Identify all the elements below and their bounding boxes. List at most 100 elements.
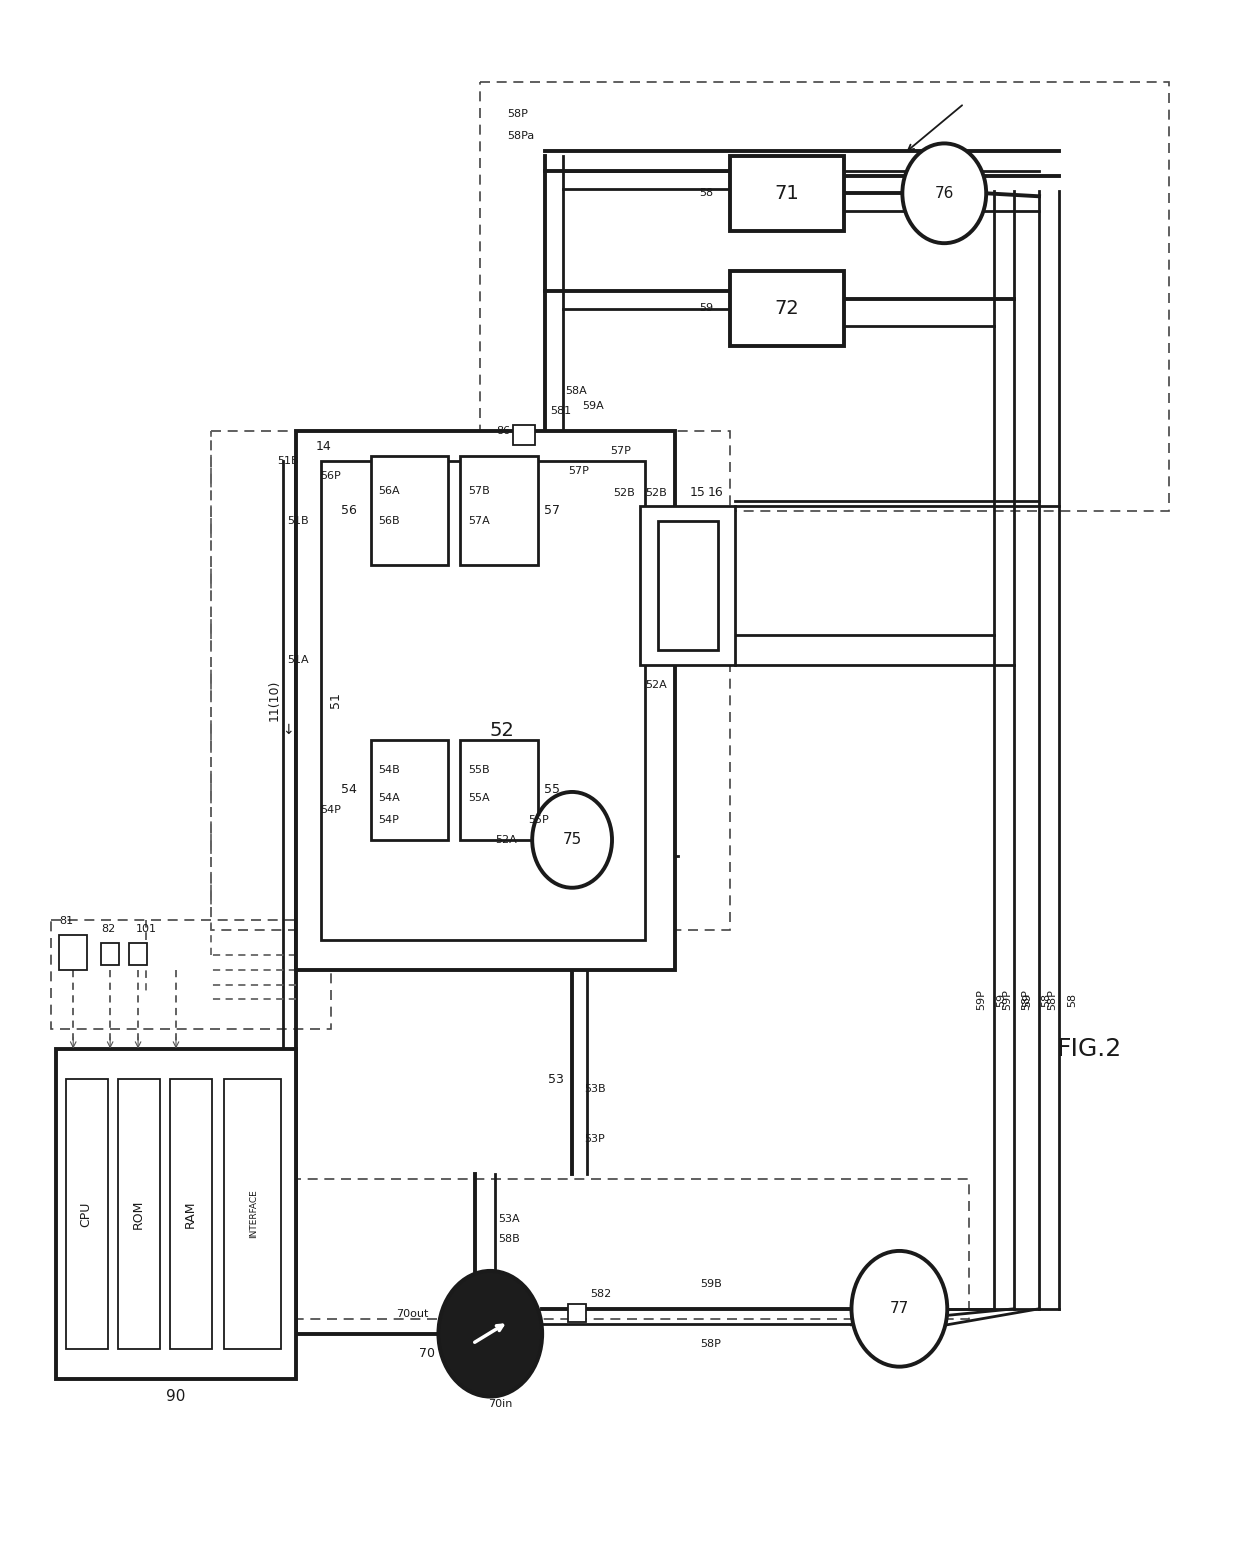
Text: 77: 77	[890, 1301, 909, 1316]
Text: 582: 582	[590, 1288, 611, 1299]
Text: ROM: ROM	[131, 1199, 145, 1228]
Text: 59P: 59P	[976, 989, 986, 1011]
Text: 52A: 52A	[645, 680, 667, 690]
Bar	[295, 430, 675, 969]
Text: 58Pa: 58Pa	[507, 131, 534, 142]
Text: 58P: 58P	[1047, 989, 1056, 1011]
Bar	[371, 455, 449, 565]
Bar	[460, 455, 538, 565]
Text: 57: 57	[544, 505, 560, 517]
Text: 52B: 52B	[614, 488, 635, 498]
Text: 54A: 54A	[378, 793, 401, 802]
Text: 56P: 56P	[320, 471, 341, 481]
Text: 70out: 70out	[396, 1308, 429, 1319]
Text: 55: 55	[544, 784, 560, 796]
Text: 71: 71	[774, 184, 799, 202]
Text: 59A: 59A	[582, 401, 604, 410]
Text: RAM: RAM	[184, 1200, 196, 1228]
Text: 51: 51	[329, 693, 342, 708]
Text: 59: 59	[1022, 992, 1032, 1006]
Text: 82: 82	[102, 924, 115, 934]
Text: 76: 76	[935, 185, 954, 201]
Text: 52B: 52B	[645, 488, 667, 498]
Text: 53B: 53B	[584, 1085, 605, 1094]
Text: 59P: 59P	[1002, 989, 1012, 1011]
Bar	[371, 741, 449, 839]
Text: 54B: 54B	[378, 765, 401, 775]
Text: 57P: 57P	[568, 466, 589, 475]
Bar	[170, 1079, 212, 1349]
Text: 59B: 59B	[699, 1279, 722, 1288]
Ellipse shape	[439, 1271, 542, 1396]
Text: 55A: 55A	[469, 793, 490, 802]
Text: 58A: 58A	[565, 386, 587, 397]
Text: FIG.2: FIG.2	[1056, 1037, 1121, 1062]
Bar	[66, 1079, 108, 1349]
Bar	[211, 430, 730, 929]
Bar	[730, 156, 844, 231]
Text: 53: 53	[548, 1072, 564, 1086]
Text: 51A: 51A	[288, 656, 309, 665]
Bar	[480, 82, 1169, 511]
Bar	[640, 506, 735, 665]
Text: 11(10): 11(10)	[268, 679, 280, 721]
Text: 58: 58	[1066, 992, 1078, 1006]
Text: 56A: 56A	[378, 486, 401, 495]
Text: 72: 72	[774, 298, 799, 318]
Text: 56: 56	[341, 505, 357, 517]
Text: 57B: 57B	[469, 486, 490, 495]
Text: 58P: 58P	[699, 1339, 720, 1349]
Text: 15: 15	[689, 486, 706, 498]
Bar	[568, 1304, 587, 1322]
Bar	[460, 741, 538, 839]
Text: 52A: 52A	[496, 835, 517, 846]
Text: 58: 58	[699, 188, 714, 199]
Bar	[730, 272, 844, 346]
Text: ↓: ↓	[281, 724, 294, 738]
Ellipse shape	[532, 792, 613, 887]
Text: 57P: 57P	[610, 446, 631, 455]
Text: 53P: 53P	[584, 1134, 605, 1145]
Text: 14: 14	[316, 440, 331, 454]
Bar	[224, 1079, 280, 1349]
Text: 55P: 55P	[528, 815, 549, 826]
Bar	[60, 935, 87, 969]
Bar	[118, 1079, 160, 1349]
Bar	[290, 1179, 970, 1319]
Text: 581: 581	[551, 406, 572, 415]
Bar	[56, 1049, 295, 1378]
Text: 90: 90	[166, 1389, 186, 1404]
Text: 58B: 58B	[498, 1234, 520, 1244]
Bar	[321, 461, 645, 940]
Bar	[102, 943, 119, 964]
Text: 57A: 57A	[469, 515, 490, 526]
Bar	[658, 520, 718, 650]
Bar	[513, 424, 536, 444]
Text: 75: 75	[563, 832, 582, 847]
Bar	[129, 943, 148, 964]
Text: 101: 101	[136, 924, 157, 934]
Text: 59: 59	[699, 302, 714, 313]
Text: 81: 81	[60, 915, 73, 926]
Text: 56B: 56B	[378, 515, 401, 526]
Text: CPU: CPU	[79, 1202, 93, 1227]
Text: 58: 58	[1042, 992, 1052, 1006]
Text: INTERFACE: INTERFACE	[249, 1190, 258, 1239]
Text: 55B: 55B	[469, 765, 490, 775]
Text: 86: 86	[496, 426, 510, 435]
Text: 70in: 70in	[489, 1398, 512, 1409]
Text: 54P: 54P	[378, 815, 399, 826]
Bar	[51, 920, 331, 1029]
Text: 70: 70	[419, 1347, 435, 1361]
Text: 58P: 58P	[1021, 989, 1032, 1011]
Text: 51B: 51B	[277, 455, 299, 466]
Text: 16: 16	[708, 486, 724, 498]
Text: 51B: 51B	[288, 515, 309, 526]
Text: 58P: 58P	[507, 110, 528, 119]
Text: 54: 54	[341, 784, 357, 796]
Ellipse shape	[852, 1251, 947, 1367]
Ellipse shape	[903, 143, 986, 244]
Text: 52: 52	[490, 721, 515, 739]
Text: 59: 59	[996, 992, 1006, 1006]
Text: 53A: 53A	[498, 1214, 520, 1224]
